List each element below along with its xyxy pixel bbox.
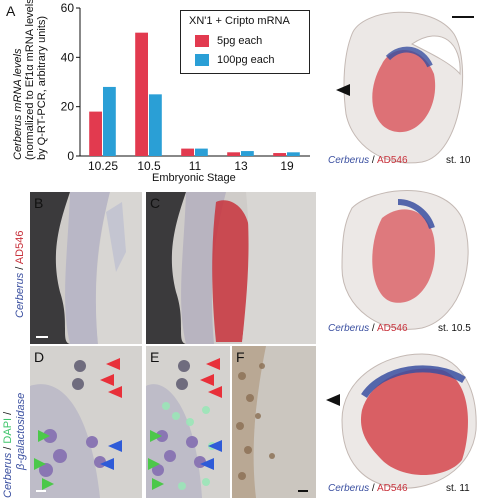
bar-100pg-10-25 — [103, 86, 116, 156]
panel-label-e: E — [150, 349, 160, 365]
legend-label-100pg: 100pg each — [217, 54, 275, 66]
panel-c-micrograph — [146, 192, 316, 344]
panel-h-caption-gene: Cerberus — [328, 323, 370, 334]
x-tick-label: 10.25 — [88, 159, 118, 173]
panel-i-image: Cerberus / AD546 st. 11 — [322, 340, 480, 498]
y-axis-label: Cerberus mRNA levels (normalized to Ef1α… — [12, 0, 48, 160]
panel-h-caption: Cerberus / AD546 — [328, 324, 408, 334]
x-axis-label: Embryonic Stage — [152, 172, 236, 184]
panel-a-chart: 10.25 10.5 11 13 19 0 20 40 60 Cerberus mRNA le… — [0, 0, 315, 190]
panel-label-f: F — [236, 349, 245, 365]
panel-i-caption-marker: AD546 — [376, 483, 408, 494]
bc-caption: Cerberus / AD546 — [14, 231, 26, 318]
panel-g-stage: st. 10 — [446, 155, 471, 166]
y-axis-label-line-2: (normalized to Ef1α mRNA levels — [24, 0, 36, 160]
y-tick-label: 20 — [61, 100, 75, 114]
scale-bar-f — [298, 490, 308, 492]
x-tick-label: 13 — [234, 159, 248, 173]
panel-c-image: C — [146, 192, 316, 344]
legend-title: XN'1 + Cripto mRNA — [189, 15, 290, 27]
bc-caption-marker: AD546 — [14, 230, 26, 265]
panel-i-caption: Cerberus / AD546 — [328, 484, 408, 494]
bar-100pg-19 — [287, 152, 300, 156]
bar-5pg-19 — [273, 153, 286, 156]
panel-h-micrograph — [341, 190, 469, 330]
bar-5pg-10-25 — [89, 111, 102, 156]
bar-100pg-11 — [195, 148, 208, 156]
bar-100pg-13 — [241, 151, 254, 156]
panel-f-image: F — [232, 346, 316, 498]
bc-caption-gene: Cerberus — [14, 272, 26, 318]
panel-i-caption-sep: / — [369, 483, 377, 494]
panel-d-image: D — [30, 346, 142, 498]
panel-b-micrograph — [30, 192, 142, 344]
chart-legend: XN'1 + Cripto mRNA 5pg each 100pg each — [180, 10, 310, 74]
bar-5pg-13 — [227, 152, 240, 156]
scale-bar-b — [36, 336, 48, 338]
de-caption-marker: β-galactosidase — [15, 392, 27, 470]
panel-h-image: Cerberus / AD546 st. 10.5 — [322, 168, 480, 338]
scale-bar-g — [452, 16, 474, 18]
panel-label-c: C — [150, 195, 161, 211]
scale-bar-d — [36, 490, 46, 492]
legend-swatch-5pg — [195, 35, 209, 47]
legend-label-5pg: 5pg each — [217, 35, 263, 47]
x-tick-label: 19 — [280, 159, 294, 173]
panel-b-image: B — [30, 192, 142, 344]
de-caption-gene: Cerberus — [2, 452, 14, 498]
panel-g-image: Cerberus / AD546 st. 10 — [322, 4, 480, 166]
x-tick-label: 11 — [189, 159, 202, 173]
de-caption-sep1: / — [2, 443, 14, 453]
panel-e-micrograph — [146, 346, 230, 498]
de-caption-dye: DAPI — [2, 417, 14, 444]
de-caption-sep2: / — [2, 411, 14, 418]
bar-5pg-11 — [181, 148, 194, 156]
panel-d-micrograph — [30, 346, 142, 498]
panel-i-micrograph — [326, 353, 477, 489]
panel-e-image: E — [146, 346, 230, 498]
panel-label-d: D — [34, 349, 45, 365]
de-caption-line2: β-galactosidase — [15, 393, 27, 470]
panel-h-caption-marker: AD546 — [376, 323, 408, 334]
panel-g-micrograph — [336, 11, 464, 164]
panel-label-a: A — [6, 3, 16, 19]
y-tick-label: 40 — [61, 50, 75, 64]
bar-5pg-10-5 — [135, 32, 148, 156]
y-tick-label: 0 — [67, 149, 74, 163]
y-tick-label: 60 — [61, 1, 75, 15]
legend-swatch-100pg — [195, 54, 209, 66]
y-axis-label-line-3: by Q-RT-PCR, arbitrary units) — [36, 15, 48, 160]
panel-i-stage: st. 11 — [446, 483, 470, 494]
panel-f-micrograph — [232, 346, 316, 498]
panel-g-caption: Cerberus / AD546 — [328, 156, 408, 166]
panel-g-caption-gene: Cerberus — [328, 155, 370, 166]
panel-h-caption-sep: / — [369, 323, 377, 334]
bar-chart: 10.25 10.5 11 13 19 0 20 40 60 — [61, 1, 310, 173]
panel-i-caption-gene: Cerberus — [328, 483, 370, 494]
de-caption: Cerberus / DAPI / — [2, 348, 14, 498]
panel-h-stage: st. 10.5 — [438, 323, 471, 334]
y-axis-label-line-1: Cerberus mRNA levels — [12, 48, 24, 160]
bc-caption-sep: / — [14, 264, 26, 273]
panel-g-caption-sep: / — [369, 155, 377, 166]
x-tick-label: 10.5 — [137, 159, 161, 173]
panel-label-b: B — [34, 195, 44, 211]
bar-100pg-10-5 — [149, 94, 162, 156]
panel-g-caption-marker: AD546 — [376, 155, 408, 166]
